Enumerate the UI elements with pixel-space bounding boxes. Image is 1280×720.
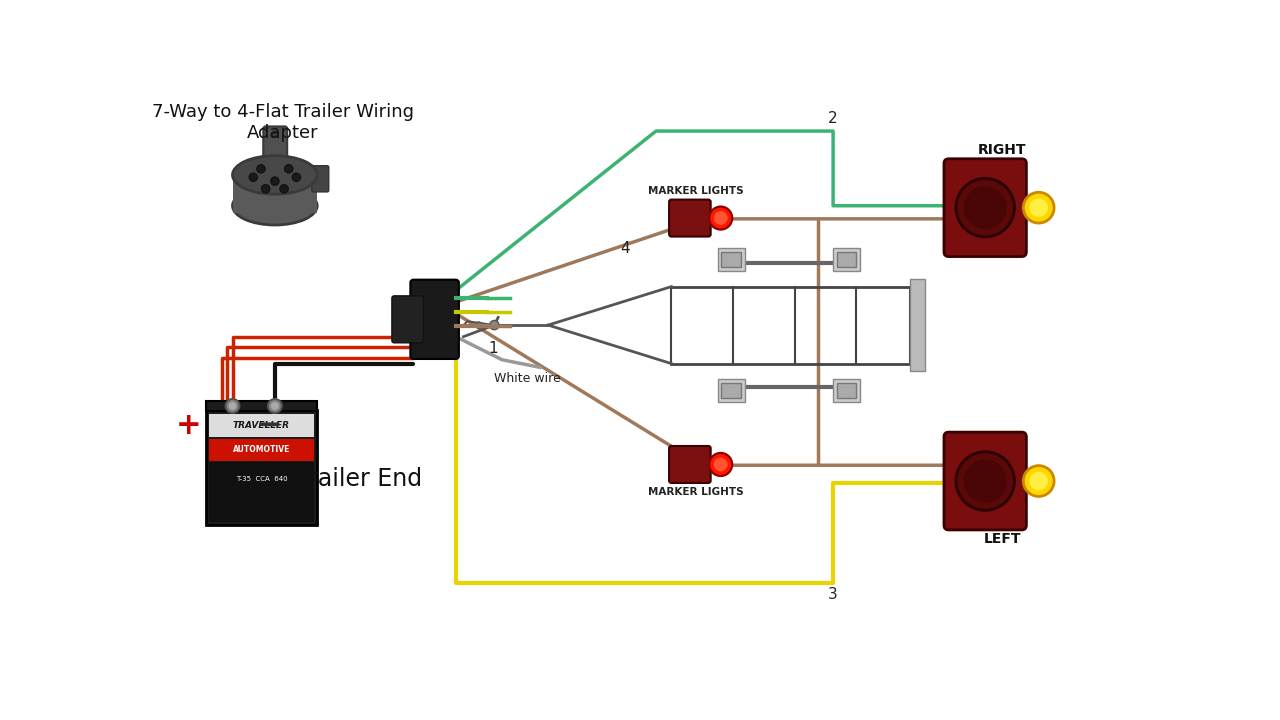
Text: 7-Way to 4-Flat Trailer Wiring
Adapter: 7-Way to 4-Flat Trailer Wiring Adapter [151, 104, 413, 142]
FancyBboxPatch shape [411, 279, 460, 359]
FancyBboxPatch shape [943, 159, 1027, 256]
Circle shape [270, 177, 279, 185]
Bar [718, 248, 745, 271]
Circle shape [268, 399, 282, 413]
FancyBboxPatch shape [392, 296, 424, 343]
FancyBboxPatch shape [669, 446, 710, 483]
Circle shape [714, 457, 727, 472]
Ellipse shape [233, 156, 317, 194]
Circle shape [714, 211, 727, 225]
Circle shape [964, 459, 1007, 503]
Circle shape [284, 165, 293, 173]
Bar [206, 410, 317, 526]
Text: LEFT: LEFT [983, 532, 1021, 546]
Text: T-35  CCA  640: T-35 CCA 640 [236, 476, 287, 482]
Bar [837, 252, 856, 267]
Circle shape [964, 186, 1007, 229]
Circle shape [280, 184, 288, 193]
Bar [722, 252, 741, 267]
Bar [206, 400, 317, 411]
Circle shape [490, 320, 499, 330]
Text: White wire: White wire [494, 372, 561, 385]
Circle shape [1029, 199, 1048, 217]
FancyBboxPatch shape [943, 432, 1027, 530]
Text: 2: 2 [828, 111, 838, 126]
Bar [718, 379, 745, 402]
Circle shape [956, 179, 1015, 237]
Bar [837, 383, 856, 398]
Text: MARKER LIGHTS: MARKER LIGHTS [648, 186, 744, 196]
Text: AUTOMOTIVE: AUTOMOTIVE [233, 446, 291, 454]
Bar [910, 279, 925, 372]
Text: 1: 1 [488, 341, 498, 356]
Bar [209, 414, 314, 437]
Circle shape [1029, 472, 1048, 490]
Circle shape [1023, 466, 1055, 496]
Circle shape [261, 184, 270, 193]
Circle shape [229, 402, 237, 410]
Circle shape [271, 402, 279, 410]
Circle shape [250, 173, 257, 181]
Circle shape [271, 131, 278, 138]
Text: RIGHT: RIGHT [978, 143, 1027, 156]
Circle shape [709, 207, 732, 230]
Circle shape [1023, 192, 1055, 223]
Bar [233, 175, 317, 213]
Text: MARKER LIGHTS: MARKER LIGHTS [648, 487, 744, 498]
Circle shape [956, 451, 1015, 510]
FancyBboxPatch shape [312, 166, 329, 192]
Circle shape [709, 453, 732, 476]
Bar [833, 248, 860, 271]
Circle shape [292, 173, 301, 181]
Circle shape [225, 399, 239, 413]
FancyBboxPatch shape [264, 127, 287, 168]
Ellipse shape [233, 186, 317, 225]
Bar [833, 379, 860, 402]
Circle shape [476, 322, 483, 328]
FancyBboxPatch shape [669, 199, 710, 237]
Bar [209, 462, 314, 522]
Text: −: − [256, 410, 282, 440]
Text: +: + [175, 410, 201, 440]
Text: Trailer End: Trailer End [297, 467, 422, 491]
Text: 4: 4 [621, 240, 630, 256]
Circle shape [257, 165, 265, 173]
Bar [722, 383, 741, 398]
Text: TRAVELLER: TRAVELLER [233, 420, 289, 430]
Bar [209, 439, 314, 461]
Text: 3: 3 [828, 587, 838, 602]
